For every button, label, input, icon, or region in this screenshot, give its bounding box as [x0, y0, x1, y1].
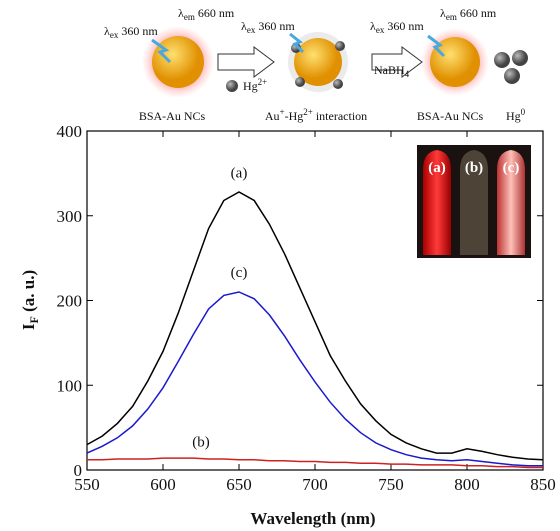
y-axis-title: IF (a. u.) — [19, 270, 41, 330]
hg-atom — [504, 68, 520, 84]
reductant: NaBH4 — [374, 63, 410, 79]
excitation: λex 360 nm — [370, 19, 424, 35]
spectrum-line — [86, 191, 544, 461]
vial — [497, 150, 525, 255]
ion-label: Hg2+ — [243, 77, 267, 93]
plot: 0 100 200 300 400 550 600 650 700 750 800 850 (a) (b)… — [57, 122, 556, 494]
x-axis-title: Wavelength (nm) — [250, 509, 375, 528]
excitation: λex 360 nm — [241, 19, 295, 35]
emission: λem 660 nm — [178, 6, 235, 22]
inset-label: (c) — [503, 160, 520, 176]
hg-ion — [295, 77, 305, 87]
cluster — [294, 38, 342, 86]
y-tick-label: 0 — [74, 461, 83, 480]
light — [151, 38, 172, 64]
scheme-label: BSA-Au NCs — [417, 109, 484, 123]
hg-ion — [226, 80, 238, 92]
arrow — [217, 46, 275, 78]
inset-label: (b) — [465, 160, 483, 176]
y-tick-label: 300 — [57, 207, 83, 226]
y-tick-label: 100 — [57, 376, 83, 395]
x-tick-label: 700 — [302, 475, 328, 494]
excitation: λex 360 nm — [104, 24, 158, 40]
scheme-label: Hg0 — [506, 107, 526, 123]
curve-label: (c) — [231, 265, 248, 281]
x-tick-label: 650 — [226, 475, 252, 494]
scheme-label: BSA-Au NCs — [139, 109, 206, 123]
hg-ion — [333, 79, 343, 89]
hg-atom — [512, 50, 528, 66]
x-tick-label: 750 — [378, 475, 404, 494]
y-tick-label: 200 — [57, 292, 83, 311]
spectrum-line — [86, 291, 543, 467]
scheme-label: Au+-Hg2+ interaction — [265, 107, 367, 123]
curve-label: (b) — [192, 434, 210, 450]
x-tick-label: 850 — [530, 475, 556, 494]
curve-label: (a) — [231, 166, 248, 182]
arrow — [371, 46, 423, 78]
x-tick-label: 800 — [454, 475, 480, 494]
emission: λem 660 nm — [440, 6, 497, 22]
cluster — [430, 37, 480, 87]
vial — [423, 150, 451, 255]
scheme: λex 360 nm λem 660 nm λex 360 nm Hg2+ λe… — [104, 6, 528, 123]
hg-ion — [335, 41, 345, 51]
y-tick-label: 400 — [57, 122, 83, 141]
light — [289, 32, 305, 54]
x-tick-label: 600 — [150, 475, 176, 494]
x-tick-label: 550 — [74, 475, 100, 494]
vial — [460, 150, 488, 255]
hg-atom — [494, 52, 510, 68]
spectrum-line — [87, 457, 543, 469]
inset-label: (a) — [428, 160, 446, 176]
light — [427, 34, 446, 58]
